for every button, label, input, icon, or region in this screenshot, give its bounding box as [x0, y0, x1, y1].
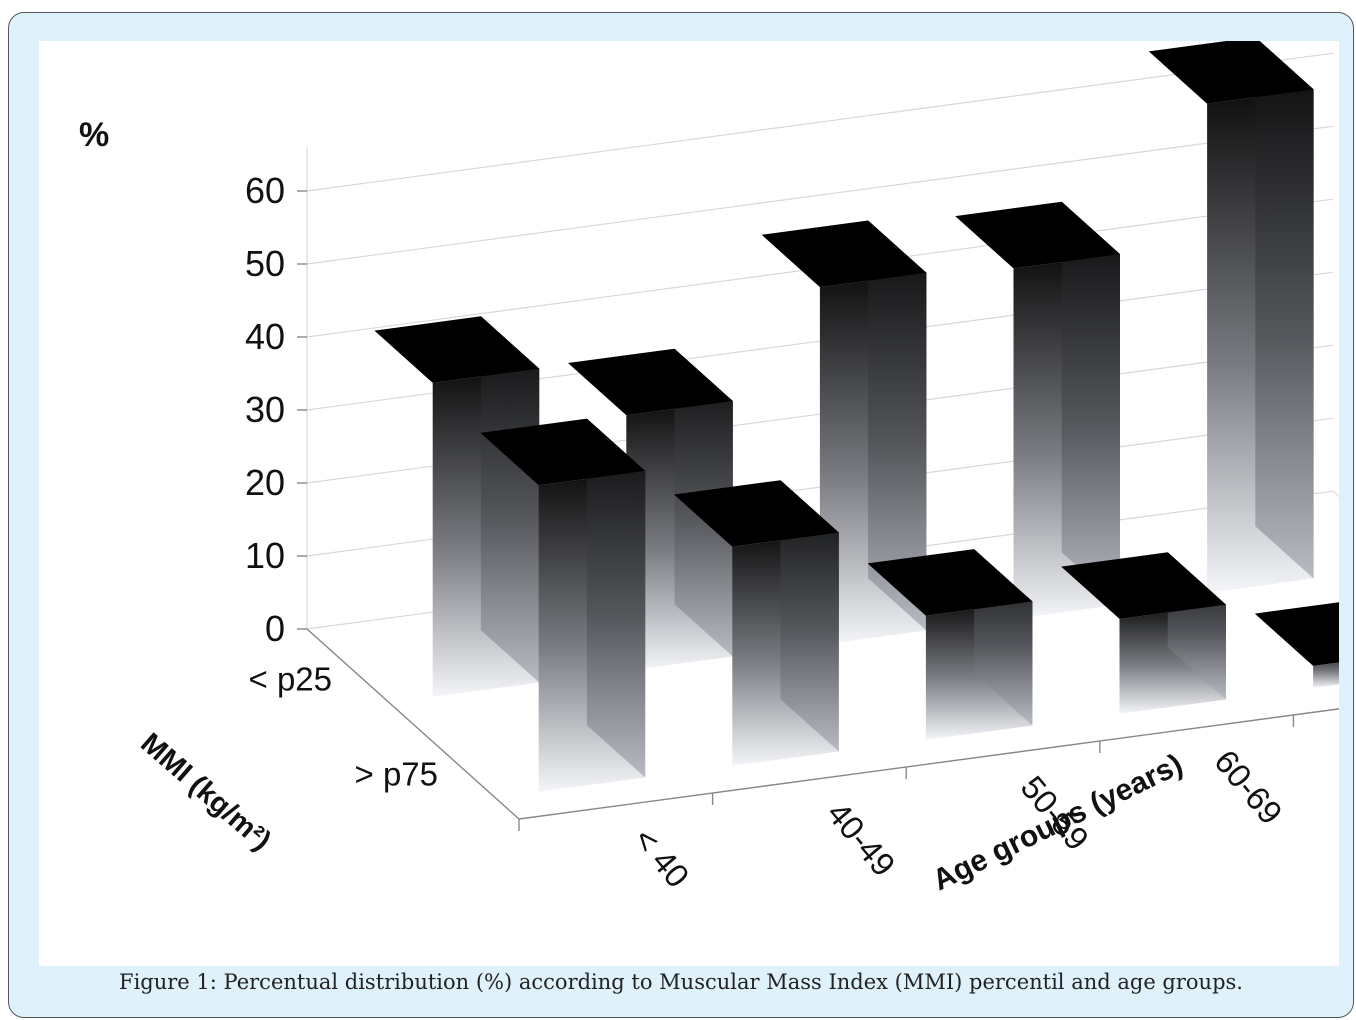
mmi-axis-line [306, 628, 520, 820]
bar-p25-4 [1148, 41, 1314, 593]
bar-p75-1 [674, 480, 839, 766]
bar-top-face [761, 220, 927, 288]
bar-p75-0 [480, 418, 646, 792]
bar-p75-4 [1254, 602, 1339, 688]
bar-p25-0 [374, 316, 540, 697]
gridline [306, 125, 1334, 265]
bar-p25-2 [761, 220, 927, 645]
y-tick-label: 40 [245, 316, 285, 357]
bar-top-face [1148, 41, 1314, 104]
age-axis-line [518, 708, 1339, 820]
tick-layer: 0 10 20 30 40 50 60 [245, 170, 1295, 831]
series-label: < p25 [249, 661, 333, 698]
bar-side-face [868, 220, 927, 631]
bar-side-face [586, 418, 646, 778]
z-axis-title: MMI (kg/m²) [134, 727, 277, 857]
bar-side-face [1061, 201, 1120, 605]
figure-caption: Figure 1: Percentual distribution (%) ac… [119, 970, 1243, 994]
y-tick-label: 50 [245, 243, 285, 284]
series-label: > p75 [355, 756, 439, 793]
x-category-label: 40-49 [820, 795, 903, 883]
y-tick-label: 60 [245, 170, 285, 211]
bar-side-face [1255, 41, 1314, 579]
bar-top-face [374, 316, 540, 383]
bar-p25-3 [955, 201, 1120, 619]
bar-top-face [867, 549, 1033, 616]
bar-p75-3 [1061, 552, 1226, 714]
bar-top-face [568, 348, 733, 416]
bar-top-face [955, 201, 1120, 269]
bar-side-face [480, 316, 540, 683]
y-tick-label: 20 [245, 462, 285, 503]
bar-p75-2 [867, 549, 1033, 740]
bars-layer [374, 41, 1339, 792]
bar-front-face [1313, 662, 1339, 688]
y-tick-label: 0 [265, 608, 285, 649]
bar-top-face [1254, 602, 1339, 666]
x-category-label: < 40 [626, 821, 696, 895]
x-axis-title: Age groups (years) [928, 748, 1188, 898]
y-tick-label: 30 [245, 389, 285, 430]
bar-top-face [674, 480, 839, 547]
x-category-label: 60-69 [1207, 743, 1290, 831]
bar-side-face [780, 480, 839, 752]
bar-top-face [480, 418, 646, 486]
y-tick-label: 10 [245, 535, 285, 576]
y-axis-title: % [79, 116, 109, 154]
bar-top-face [1061, 552, 1226, 619]
gridline [306, 52, 1334, 192]
